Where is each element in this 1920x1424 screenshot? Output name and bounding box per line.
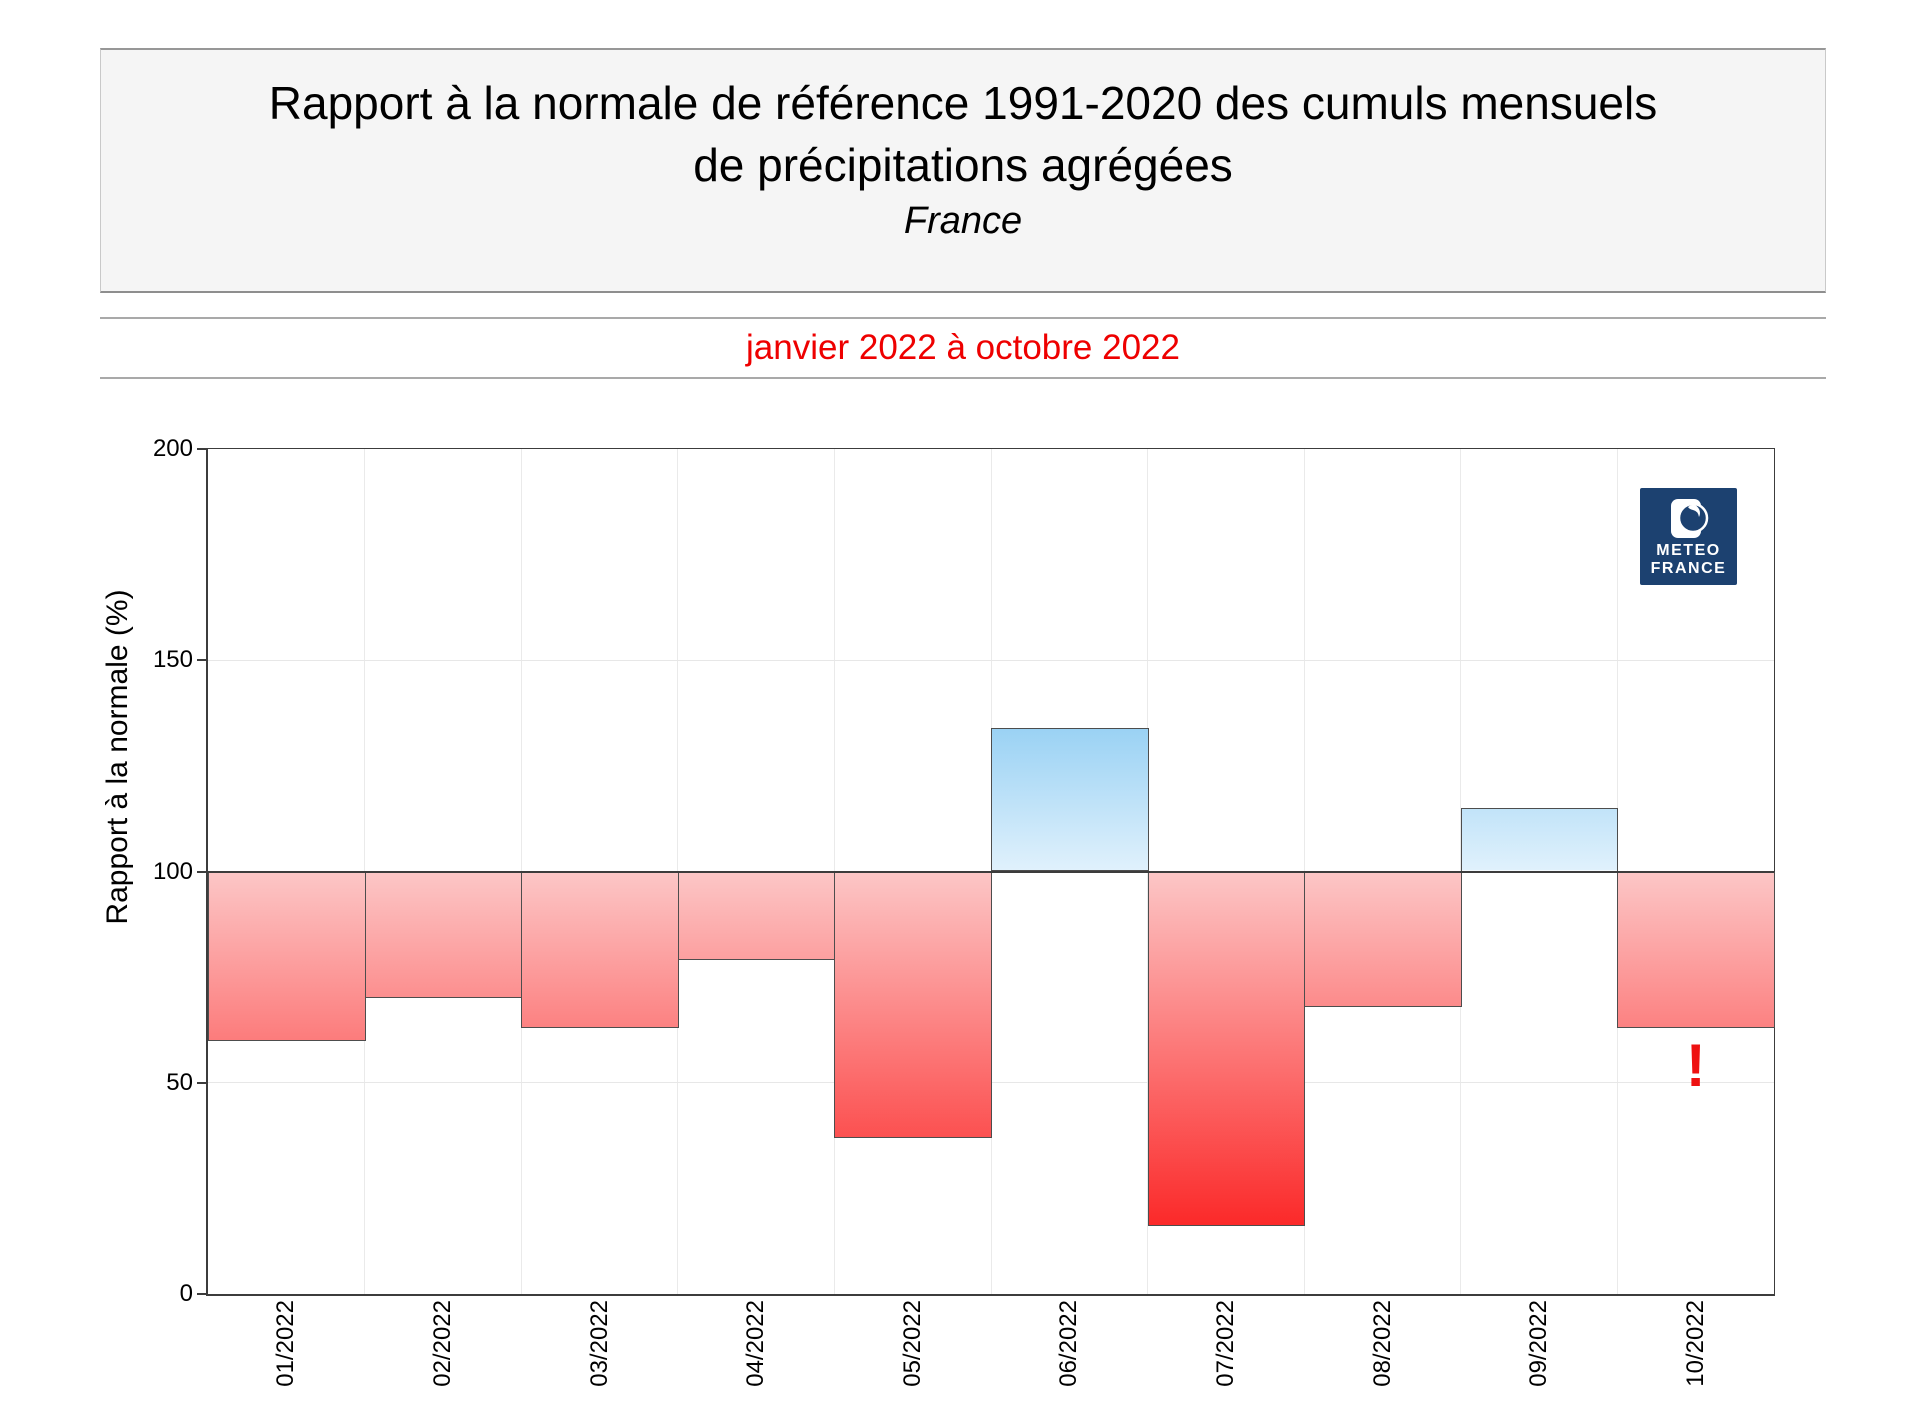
bar-05/2022	[834, 871, 992, 1138]
logo-text-france: FRANCE	[1650, 560, 1727, 577]
y-axis-tick	[197, 870, 206, 873]
page-title-line2: de précipitations agrégées	[693, 139, 1233, 191]
region-subtitle: France	[903, 200, 1023, 242]
y-axis-tick-label: 100	[152, 857, 193, 885]
y-axis-tick-label: 0	[179, 1280, 193, 1307]
y-axis-tick-label: 150	[152, 646, 193, 674]
y-axis-tick	[197, 659, 206, 662]
x-axis-tick-label: 09/2022	[1525, 1300, 1553, 1387]
bar-09/2022	[1460, 808, 1619, 872]
chart-title-box: Rapport à la normale de référence 1991-2…	[100, 48, 1826, 293]
x-axis-tick-label: 02/2022	[428, 1300, 456, 1387]
meteo-france-sphere-icon	[1671, 499, 1709, 538]
x-axis-tick-label: 05/2022	[898, 1300, 926, 1387]
x-axis-tick-label: 06/2022	[1055, 1300, 1083, 1387]
bar-07/2022	[1147, 871, 1306, 1227]
logo-text-meteo: METEO	[1656, 542, 1721, 559]
bar-02/2022	[364, 871, 523, 999]
x-axis-tick-label: 07/2022	[1211, 1300, 1239, 1387]
x-axis-tick-label: 01/2022	[272, 1300, 300, 1387]
bar-08/2022	[1304, 871, 1462, 1007]
bar-10/2022	[1617, 871, 1775, 1028]
plot-area: !	[206, 448, 1775, 1296]
x-axis-tick-label: 10/2022	[1681, 1300, 1709, 1387]
exclamation-annotation: !	[1685, 1031, 1706, 1099]
bar-04/2022	[677, 871, 836, 961]
y-axis-title: Rapport à la normale (%)	[101, 589, 134, 925]
y-axis-tick	[197, 448, 206, 450]
horizontal-gridline	[208, 659, 1774, 661]
period-strip: janvier 2022 à octobre 2022	[100, 317, 1826, 379]
meteo-france-logo: METEO FRANCE	[1640, 488, 1737, 585]
baseline-100-line	[208, 870, 1774, 873]
period-label: janvier 2022 à octobre 2022	[746, 328, 1180, 367]
bar-01/2022	[208, 871, 366, 1041]
bar-03/2022	[521, 871, 679, 1028]
y-axis-tick-label: 50	[166, 1068, 193, 1096]
page-title-line1: Rapport à la normale de référence 1991-2…	[268, 77, 1658, 129]
y-axis-tick-label: 200	[152, 435, 193, 462]
y-axis-tick	[197, 1293, 206, 1295]
y-axis-tick	[197, 1081, 206, 1084]
x-axis-tick-label: 03/2022	[585, 1300, 613, 1387]
bar-06/2022	[991, 727, 1149, 872]
x-axis-tick-label: 08/2022	[1368, 1300, 1396, 1387]
x-axis-tick-label: 04/2022	[742, 1300, 770, 1387]
